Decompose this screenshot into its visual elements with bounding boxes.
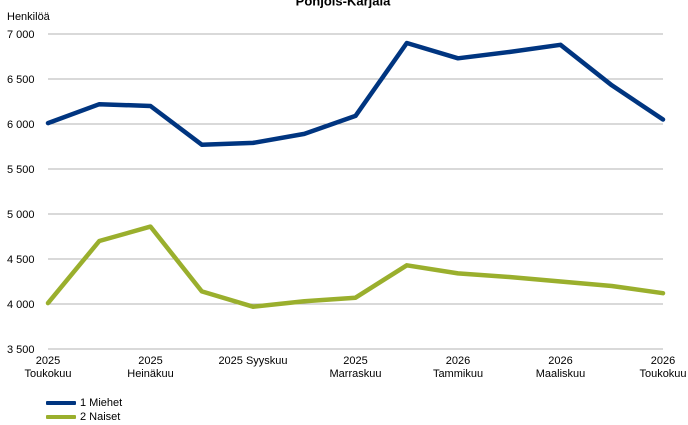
x-tick-label: 2025 [36,355,60,367]
data-point [611,285,613,287]
data-point [508,51,510,53]
data-point [98,240,100,242]
data-point [560,281,561,282]
series-lines [45,40,666,309]
data-point [150,105,151,107]
data-point [303,300,305,302]
data-point [252,306,254,308]
x-tick-label: Heinäkuu [127,368,173,380]
legend-item-naiset: 2 Naiset [46,410,122,424]
legend-label-naiset: 2 Naiset [80,411,121,423]
series-line-2 [45,224,666,309]
y-tick-label: 5 000 [7,209,35,221]
data-point [47,122,49,124]
data-point [98,103,100,105]
data-point [150,226,151,228]
x-tick-label: 2025 Syyskuu [218,355,287,367]
data-point [560,44,561,46]
data-point [457,57,459,59]
data-point [611,84,613,86]
y-tick-label: 5 500 [7,164,35,176]
data-point [201,144,203,146]
x-tick-label: 2026 [651,355,675,367]
data-point [457,272,459,274]
data-point [252,142,254,144]
x-tick-label: Tammikuu [433,368,483,380]
data-point [662,119,664,120]
data-point [355,297,356,299]
legend-swatch-miehet [46,401,76,405]
y-tick-label: 7 000 [7,29,35,41]
y-tick-label: 4 000 [7,299,35,311]
x-tick-label: 2025 [138,355,162,367]
x-tick-label: Maaliskuu [536,368,586,380]
data-point [662,292,664,294]
x-tick-label: 2026 [446,355,470,367]
y-tick-label: 3 500 [7,344,35,356]
legend-label-miehet: 1 Miehet [80,397,123,409]
data-point [47,302,49,304]
x-tick-label: 2025 [343,355,367,367]
data-point [355,115,356,117]
legend: 1 Miehet 2 Naiset [46,396,122,424]
legend-item-miehet: 1 Miehet [46,396,122,410]
x-tick-label: Toukokuu [24,368,71,380]
data-point [406,42,408,44]
y-tick-label: 4 500 [7,254,35,266]
gridlines [48,33,663,350]
series-line-1 [45,40,666,147]
x-tick-label: 2026 [548,355,572,367]
y-axis-label: Henkilöä [7,11,51,23]
data-point [201,290,203,292]
y-axis-ticks: 3 500 4 000 4 500 5 000 5 500 6 000 6 500 7 000 [7,29,35,356]
y-tick-label: 6 000 [7,119,35,131]
x-tick-label: Marraskuu [330,368,382,380]
data-point [406,264,408,266]
legend-swatch-naiset [46,415,76,419]
chart-title: Pohjois-Karjala [296,0,391,8]
data-point [508,276,510,278]
y-tick-label: 6 500 [7,74,35,86]
x-tick-label: Toukokuu [639,368,686,380]
data-point [303,133,305,135]
